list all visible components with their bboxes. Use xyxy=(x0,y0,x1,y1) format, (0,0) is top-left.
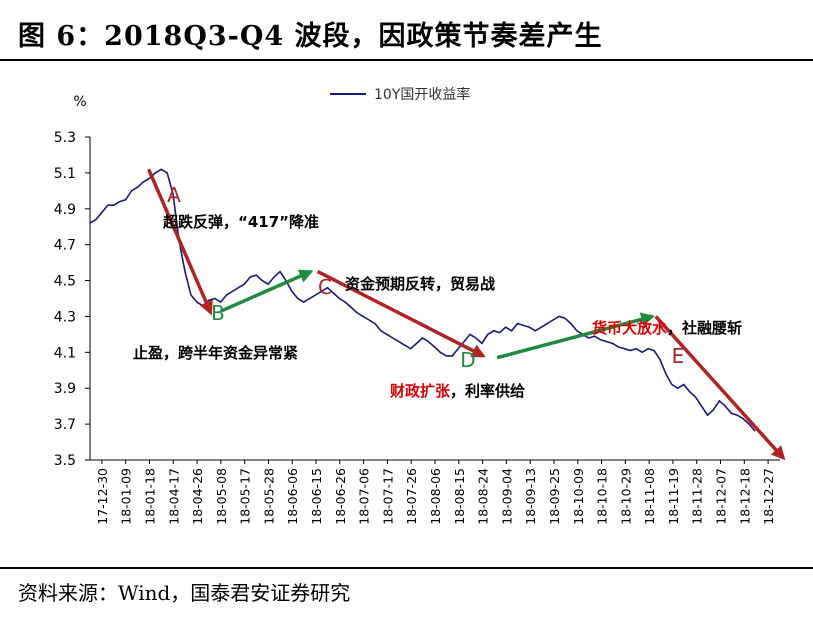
arrow-d xyxy=(496,312,656,360)
y-tick-label: 4.7 xyxy=(54,238,76,254)
x-tick-label: 18-06-06 xyxy=(285,468,300,525)
title-rule xyxy=(0,59,813,61)
x-tick-label: 18-10-18 xyxy=(595,468,610,525)
x-tick-label: 18-07-26 xyxy=(404,468,419,525)
y-tick-label: 3.5 xyxy=(54,453,76,469)
arrow-a xyxy=(147,168,213,316)
x-tick-label: 18-11-08 xyxy=(642,468,657,525)
chart: % 3.5 3.7 3.9 4.1 4.3 4.5 4.7 4.9 5.1 5.3 17-12-30 1… xyxy=(54,86,786,525)
arrow-b xyxy=(220,269,314,313)
x-tick-label: 18-01-18 xyxy=(142,468,157,525)
x-tick-label: 18-10-29 xyxy=(618,468,633,525)
x-tick-label: 18-07-17 xyxy=(380,468,395,525)
annotation-letter-a: A xyxy=(167,183,181,207)
annotation-letter-b: B xyxy=(211,301,225,325)
y-tick-label: 4.1 xyxy=(54,345,76,361)
x-tick-label: 18-06-15 xyxy=(309,468,324,525)
x-tick-label: 18-12-18 xyxy=(737,468,752,525)
legend: 10Y国开收益率 xyxy=(330,86,470,103)
annotation-text-b: 止盈，跨半年资金异常紧 xyxy=(133,344,298,362)
legend-label: 10Y国开收益率 xyxy=(374,86,470,103)
x-tick-label: 18-08-24 xyxy=(476,468,491,525)
x-tick-label: 18-08-15 xyxy=(452,468,467,525)
annotation-letter-e: E xyxy=(672,344,685,368)
x-tick-label: 18-01-09 xyxy=(119,468,134,525)
x-tick-label: 18-08-06 xyxy=(428,468,443,525)
annotation-text-e: 货币大放水，社融腰斩 xyxy=(592,319,742,337)
source-note: 资料来源：Wind，国泰君安证券研究 xyxy=(18,581,351,605)
annotation-text-d: 财政扩张，利率供给 xyxy=(390,382,525,400)
annotation-layer: A 超跌反弹，“417”降准 B 止盈，跨半年资金异常紧 C 资金预期反转，贸易战 D 财政扩… xyxy=(133,168,786,461)
x-tick-label: 18-04-26 xyxy=(190,468,205,525)
x-tick-label: 18-09-13 xyxy=(523,468,538,525)
x-tick-label: 18-09-25 xyxy=(547,468,562,525)
annotation-text-a: 超跌反弹，“417”降准 xyxy=(162,213,319,231)
annotation-text-c: 资金预期反转，贸易战 xyxy=(345,275,495,293)
x-tick-label: 18-07-06 xyxy=(357,468,372,525)
x-tick-label: 18-11-28 xyxy=(690,468,705,525)
y-tick-label: 4.9 xyxy=(54,202,76,218)
arrow-e xyxy=(654,315,786,461)
y-tick-label: 4.3 xyxy=(54,309,76,325)
y-tick-label: 5.1 xyxy=(54,166,76,182)
annotation-letter-c: C xyxy=(318,275,332,299)
source-rule xyxy=(0,567,813,569)
y-tick-label: 3.9 xyxy=(54,381,76,397)
x-tick-label: 18-06-26 xyxy=(333,468,348,525)
y-tick-label: 3.7 xyxy=(54,417,76,433)
axes: % 3.5 3.7 3.9 4.1 4.3 4.5 4.7 4.9 5.1 5.3 17-12-30 1… xyxy=(54,94,780,525)
y-tick-label: 5.3 xyxy=(54,130,76,146)
x-tick-label: 18-12-07 xyxy=(714,468,729,525)
arrow-c xyxy=(316,270,486,358)
x-tick-label: 18-10-09 xyxy=(571,468,586,525)
x-tick-label: 18-05-17 xyxy=(238,468,253,525)
x-tick-label: 18-09-04 xyxy=(499,468,514,525)
figure-title: 图 6：2018Q3-Q4 波段，因政策节奏差产生 xyxy=(18,21,603,52)
y-tick-label: 4.5 xyxy=(54,274,76,290)
x-tick-label: 18-12-27 xyxy=(761,468,776,525)
annotation-letter-d: D xyxy=(460,348,475,372)
x-tick-label: 18-05-08 xyxy=(214,468,229,525)
x-tick-label: 18-05-28 xyxy=(261,468,276,525)
x-tick-label: 17-12-30 xyxy=(95,468,110,525)
x-tick-label: 18-11-19 xyxy=(666,468,681,525)
x-tick-label: 18-04-17 xyxy=(166,468,181,525)
y-unit-label: % xyxy=(73,94,86,110)
